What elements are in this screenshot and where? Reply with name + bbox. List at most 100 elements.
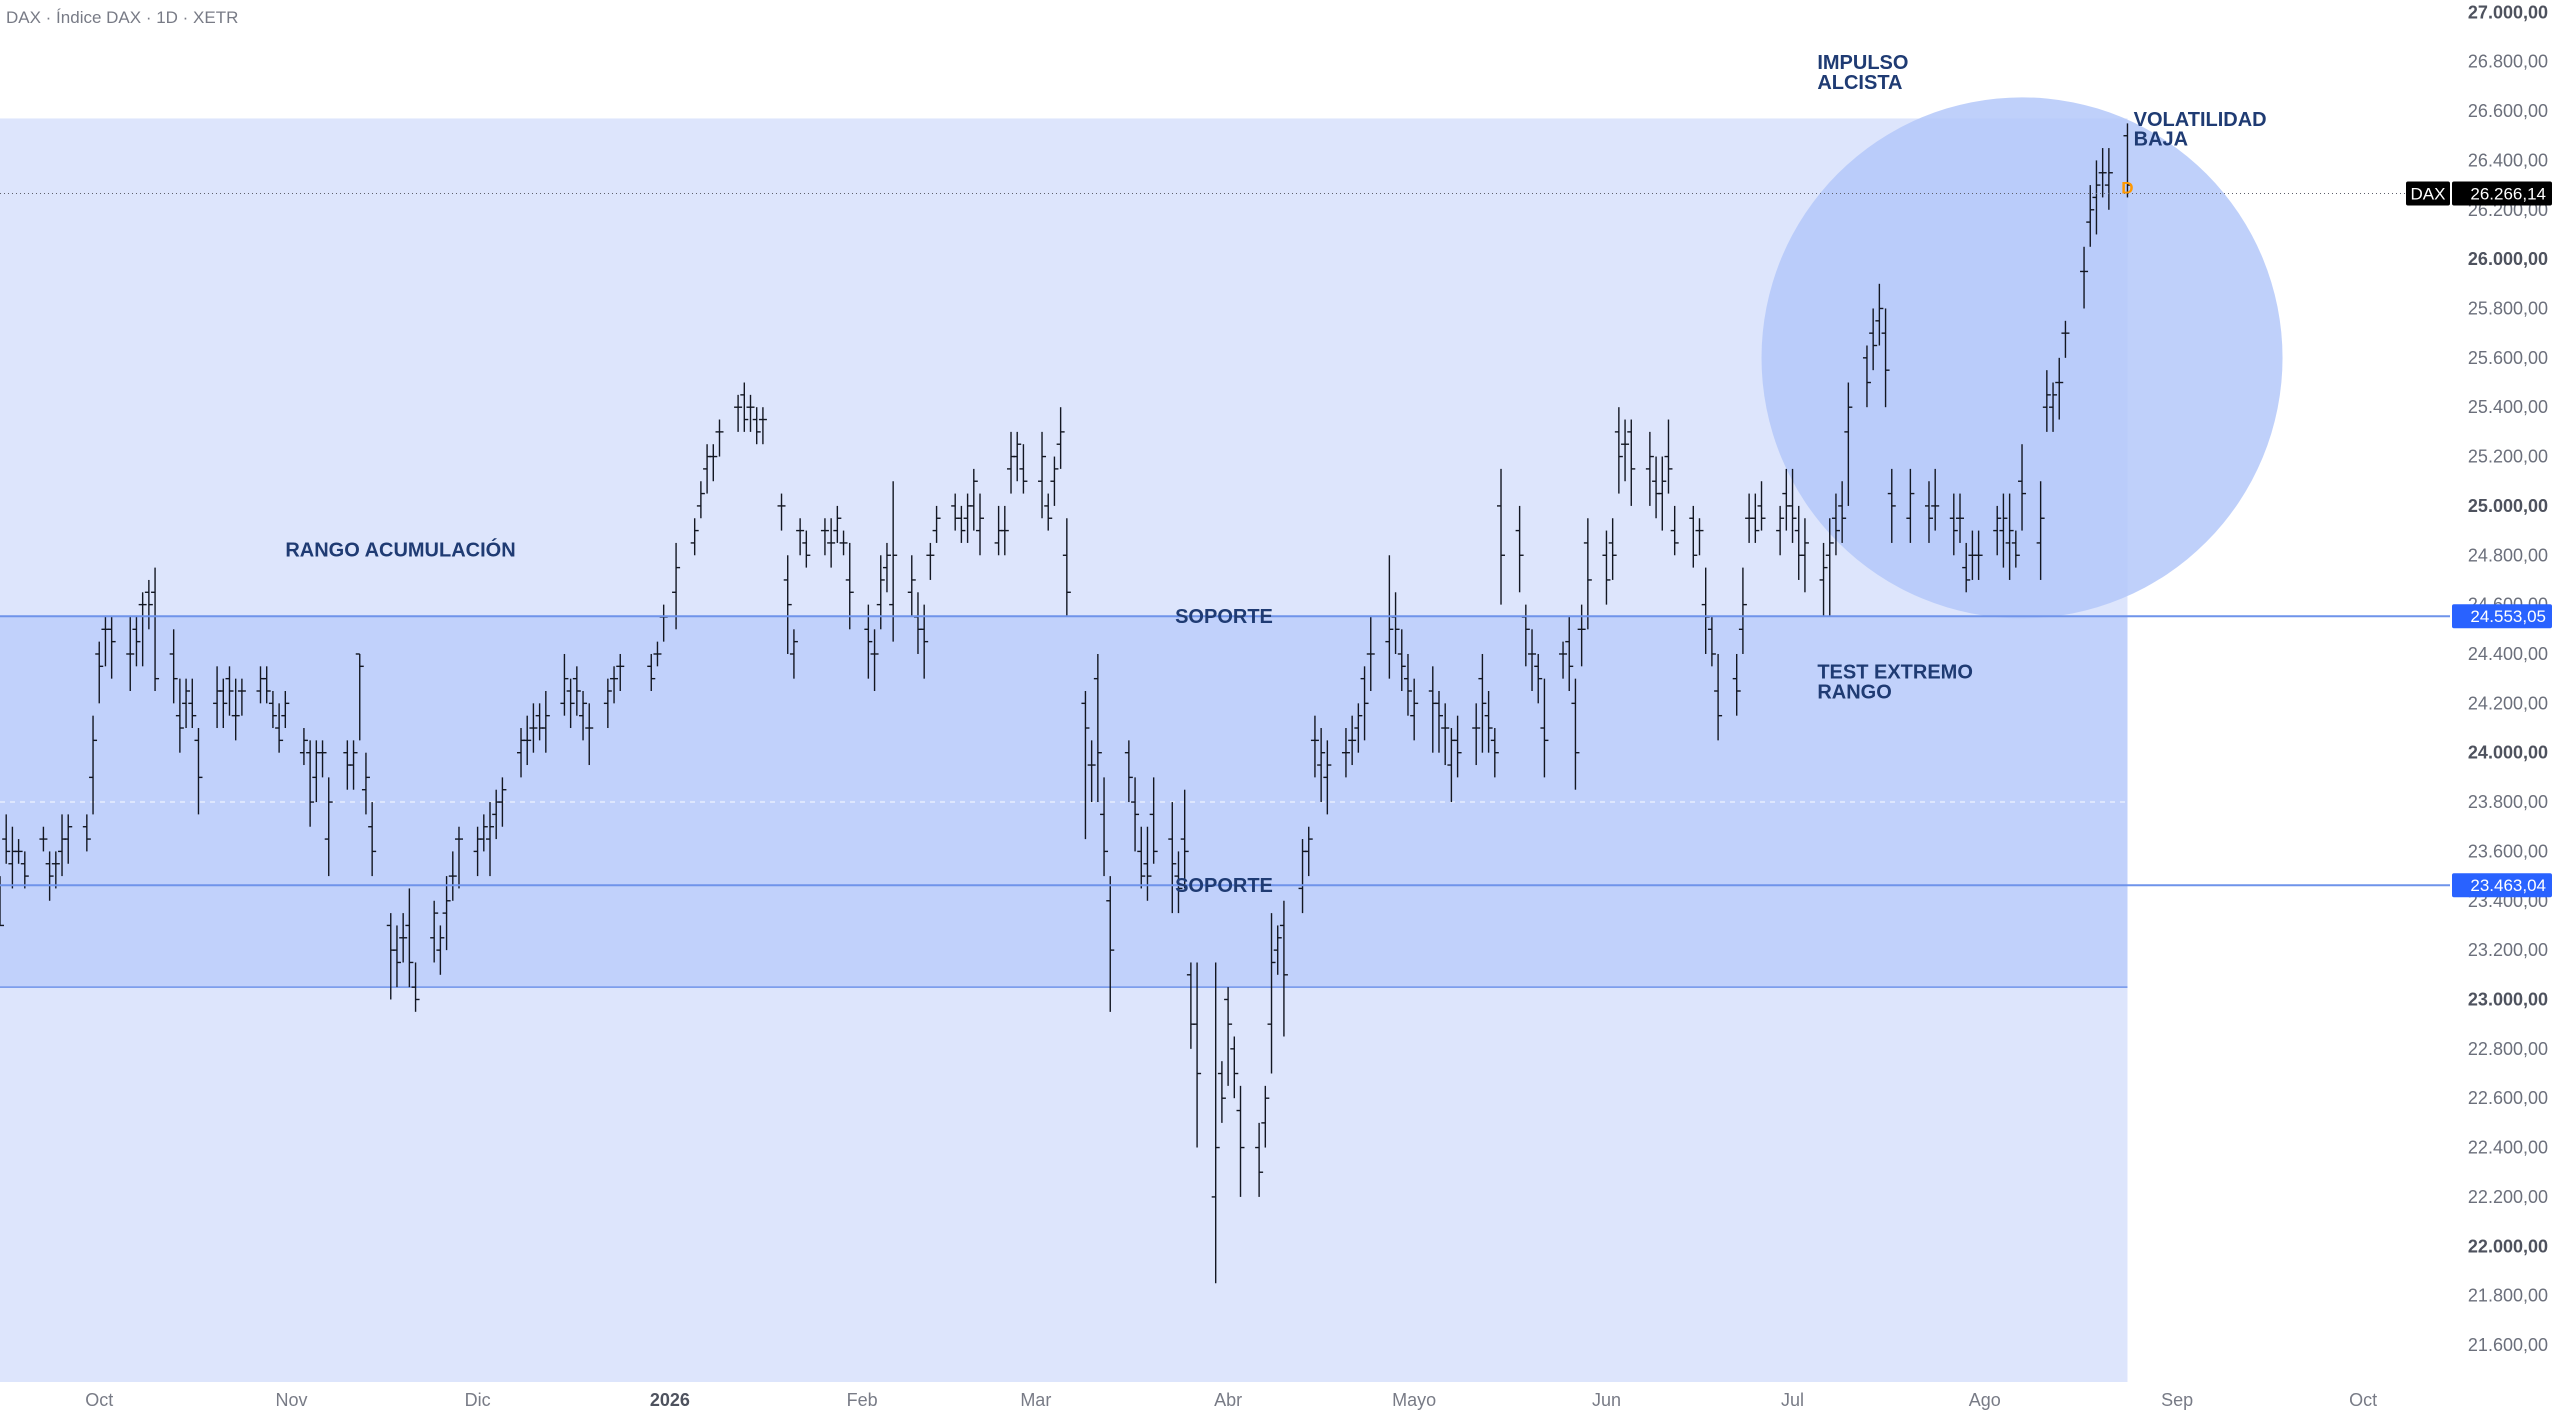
- ohlc-bar: [1434, 691, 1443, 753]
- ohlc-bar: [579, 691, 588, 741]
- ohlc-bar: [486, 802, 494, 877]
- ohlc-bar: [560, 653, 569, 716]
- ohlc-bar: [1800, 518, 1809, 593]
- ohlc-bar: [1478, 653, 1487, 753]
- ohlc-bar: [585, 703, 594, 766]
- ohlc-bar: [324, 777, 333, 877]
- price-tick-label: 26.400,00: [2468, 150, 2548, 170]
- ohlc-bar: [39, 826, 48, 852]
- ohlc-bar: [1453, 715, 1462, 778]
- ohlc-bar: [1050, 456, 1059, 506]
- symbol-tag: [2406, 181, 2450, 206]
- price-tick-label: 23.000,00: [2468, 989, 2548, 1009]
- ohlc-bar: [151, 567, 160, 691]
- price-tick-label: 22.600,00: [2468, 1088, 2548, 1108]
- ohlc-bar: [1931, 468, 1940, 531]
- ohlc-bar: [1180, 789, 1189, 889]
- ohlc-bar: [1614, 407, 1623, 494]
- ohlc-bar: [1261, 1085, 1270, 1148]
- ohlc-bar: [839, 530, 848, 556]
- ohlc-bar: [281, 691, 290, 729]
- ohlc-bar: [1168, 802, 1177, 914]
- price-tick-label: 25.400,00: [2468, 397, 2548, 417]
- support-lines: [0, 192, 2450, 887]
- ohlc-bar: [777, 493, 786, 531]
- price-tick-label: 26.600,00: [2468, 101, 2548, 121]
- ohlc-bar: [430, 900, 439, 963]
- ohlc-bar: [1087, 740, 1096, 803]
- ohlc-bar: [1441, 703, 1450, 766]
- ohlc-bar: [2, 814, 11, 864]
- price-tick-label: 24.400,00: [2468, 644, 2548, 664]
- price-tick-label: 23.800,00: [2468, 792, 2548, 812]
- ohlc-bar: [833, 505, 842, 543]
- ohlc-bar: [647, 653, 656, 691]
- ohlc-bar: [523, 715, 532, 766]
- ohlc-bar: [2036, 481, 2045, 580]
- ohlc-bar: [454, 826, 463, 889]
- price-tick-label: 21.800,00: [2468, 1286, 2548, 1306]
- time-tick-label: Sep: [2161, 1390, 2193, 1410]
- ohlc-bar: [1348, 715, 1357, 766]
- ohlc-bar: [1540, 678, 1549, 778]
- ohlc-bar: [653, 641, 662, 667]
- ohlc-bar: [182, 678, 191, 729]
- ohlc-bar: [442, 876, 451, 951]
- ohlc-bar: [349, 740, 358, 790]
- ohlc-bar: [1230, 1036, 1239, 1099]
- ohlc-bar: [1695, 518, 1704, 556]
- ohlc-bar: [1924, 481, 1933, 543]
- ohlc-bar: [1341, 728, 1350, 778]
- annotation-text: VOLATILIDAD: [2134, 109, 2267, 131]
- ohlc-bar: [603, 678, 612, 729]
- ohlc-bar: [51, 851, 60, 889]
- ohlc-bar: [734, 394, 743, 432]
- support-label: SOPORTE: [1175, 875, 1273, 897]
- ohlc-bar: [1143, 826, 1152, 901]
- ohlc-bar: [1310, 715, 1319, 778]
- annotation-text: BAJA: [2134, 129, 2188, 151]
- time-tick-label: Mayo: [1392, 1390, 1436, 1410]
- ohlc-bar: [1472, 703, 1481, 766]
- ohlc-bar: [392, 925, 401, 988]
- time-tick-label: Oct: [2349, 1390, 2377, 1410]
- annotation-text: TEST EXTREMO: [1817, 662, 1973, 684]
- ohlc-bar: [932, 505, 941, 543]
- ohlc-bars: [0, 123, 2132, 1284]
- ohlc-bar: [1224, 987, 1233, 1086]
- ohlc-bar: [2018, 444, 2027, 531]
- ohlc-bar: [188, 678, 197, 729]
- ohlc-bar: [1000, 505, 1009, 556]
- ohlc-bar: [889, 481, 898, 642]
- ohlc-bar: [436, 925, 445, 975]
- support-price-text: 24.553,05: [2470, 607, 2546, 626]
- ohlc-bar: [399, 913, 408, 963]
- ohlc-bar: [1255, 1122, 1264, 1197]
- price-tick-label: 25.600,00: [2468, 348, 2548, 368]
- ohlc-bar: [1819, 542, 1828, 617]
- ohlc-bar: [1788, 468, 1797, 543]
- ohlc-bar: [870, 629, 879, 691]
- ohlc-bar: [1013, 431, 1022, 482]
- ohlc-bar: [1273, 925, 1282, 975]
- ohlc-bar: [275, 703, 284, 753]
- ohlc-bar: [405, 888, 414, 988]
- ohlc-bar: [1658, 456, 1667, 531]
- ohlc-bar: [1106, 876, 1115, 1012]
- support-price-tag: [2452, 604, 2552, 629]
- ohlc-bar: [2011, 530, 2020, 568]
- ohlc-bar: [1497, 468, 1506, 605]
- ohlc-bar: [1149, 777, 1158, 864]
- ohlc-bar: [907, 555, 916, 617]
- ohlc-bar: [1627, 419, 1636, 506]
- ohlc-bar: [20, 851, 29, 889]
- ohlc-bar: [89, 715, 98, 815]
- time-tick-label: Abr: [1214, 1390, 1242, 1410]
- price-tick-label: 23.600,00: [2468, 841, 2548, 861]
- ohlc-bar: [1360, 666, 1369, 741]
- ohlc-bar: [616, 653, 625, 691]
- ohlc-bar: [107, 616, 116, 679]
- ohlc-bar: [231, 678, 240, 741]
- ohlc-bar: [1875, 283, 1884, 346]
